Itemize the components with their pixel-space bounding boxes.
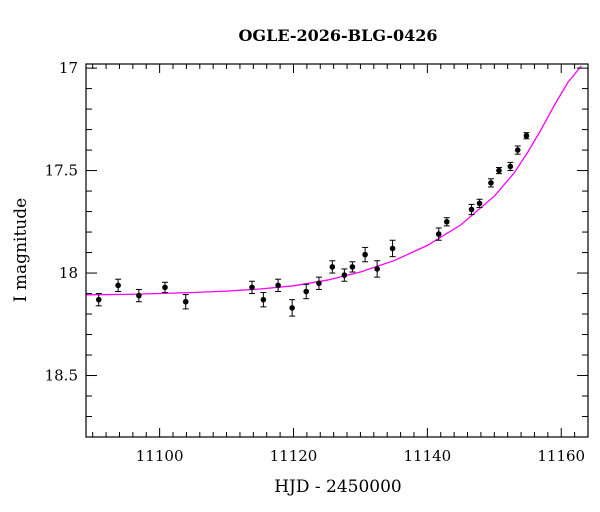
data-point [374, 266, 380, 272]
data-point [249, 284, 255, 291]
data-point [496, 167, 502, 174]
data-point [349, 264, 356, 270]
model-curve [86, 65, 582, 296]
data-point [182, 298, 189, 305]
data-point [476, 200, 483, 207]
y-tick-label: 18 [59, 264, 78, 282]
data-point [507, 163, 514, 170]
data-point [289, 305, 295, 311]
data-point [468, 206, 475, 213]
data-point [329, 264, 336, 270]
x-tick-label: 11160 [537, 447, 585, 465]
data-point [136, 292, 142, 299]
data-point [303, 288, 310, 295]
data-point [523, 132, 530, 139]
data-point [316, 280, 322, 287]
y-tick-label: 18.5 [45, 367, 78, 385]
x-tick-label: 11140 [404, 447, 452, 465]
data-point [275, 282, 281, 289]
y-tick-label: 17.5 [45, 162, 78, 180]
y-tick-label: 17 [59, 59, 78, 77]
data-point [443, 219, 450, 225]
x-axis-label: HJD - 2450000 [274, 477, 402, 497]
y-axis: 17 17.5 18 18.5 [45, 59, 588, 438]
data-point [260, 296, 267, 303]
data-point [362, 251, 368, 258]
y-axis-label: I magnitude [11, 198, 31, 302]
data-point [95, 296, 102, 303]
data-point [514, 147, 521, 153]
series-group [86, 65, 582, 317]
chart-title: OGLE-2026-BLG-0426 [238, 26, 437, 45]
data-point [389, 245, 396, 252]
data-point [162, 284, 168, 291]
data-point [488, 180, 494, 186]
data-point [435, 231, 442, 237]
x-tick-label: 11100 [136, 447, 184, 465]
x-axis: 11100 11120 11140 11160 [92, 64, 589, 465]
data-point [341, 272, 348, 278]
plot-frame [85, 63, 589, 438]
data-point [115, 282, 121, 289]
x-tick-label: 11120 [270, 447, 318, 465]
